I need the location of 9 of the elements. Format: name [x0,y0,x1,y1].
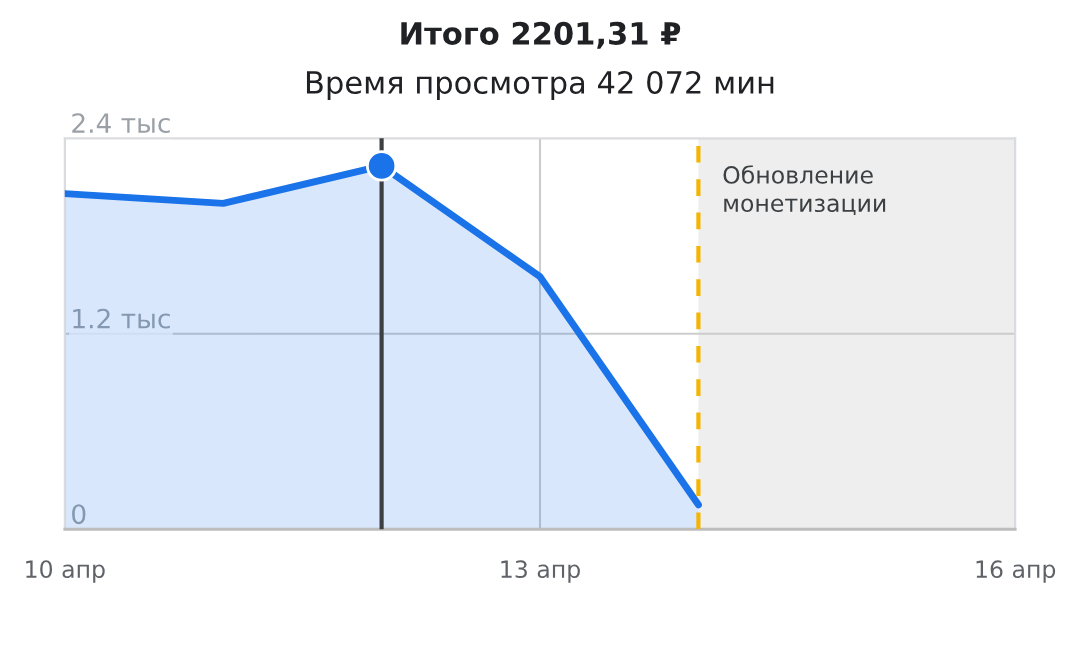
x-tick-label: 10 апр [26,560,105,583]
chart-subtitle: Время просмотра 42 072 мин [306,70,774,100]
chart-title: Итого 2201,31 ₽ [401,21,681,49]
y-tick-label: 2.4 тыс [72,113,170,134]
x-tick-label: 13 апр [501,560,580,583]
ref-line-label: Обновление монетизации [723,165,886,216]
y-tick-label: 0 [72,504,86,525]
y-tick-label: 1.2 тыс [73,308,170,329]
x-tick-label: 16 апр [976,560,1056,583]
